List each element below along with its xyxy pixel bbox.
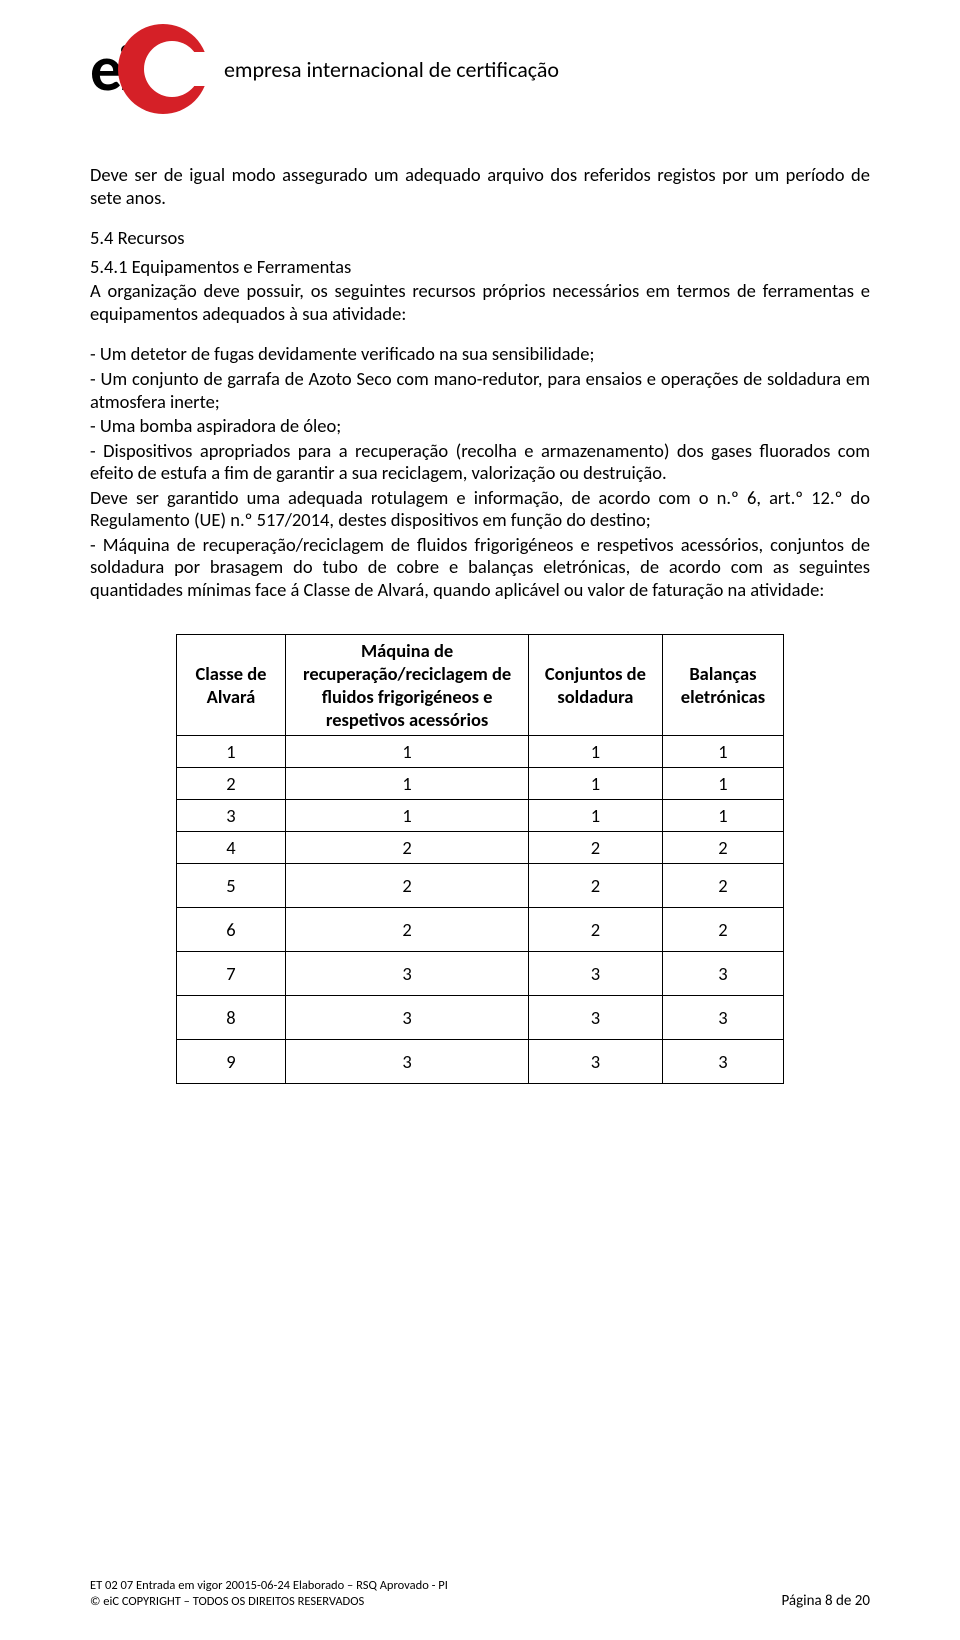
table-cell: 3 xyxy=(286,951,529,995)
table-cell: 2 xyxy=(286,907,529,951)
table-cell: 1 xyxy=(662,799,783,831)
paragraph: A organização deve possuir, os seguintes… xyxy=(90,280,870,325)
table-cell: 2 xyxy=(529,831,663,863)
table-cell: 3 xyxy=(529,951,663,995)
list-item: - Um conjunto de garrafa de Azoto Seco c… xyxy=(90,368,870,413)
table-cell: 2 xyxy=(662,863,783,907)
table-cell: 3 xyxy=(286,995,529,1039)
table-row: 4222 xyxy=(176,831,783,863)
table-header: Classe de Alvará xyxy=(176,634,285,735)
table-cell: 2 xyxy=(286,863,529,907)
logo-c-icon xyxy=(118,24,208,114)
logo-company-text: empresa internacional de certificação xyxy=(224,56,559,83)
table-cell: 1 xyxy=(662,767,783,799)
page-number: Página 8 de 20 xyxy=(781,1592,870,1610)
list-item: - Uma bomba aspiradora de óleo; xyxy=(90,415,870,438)
table-cell: 4 xyxy=(176,831,285,863)
list-item: - Máquina de recuperação/reciclagem de f… xyxy=(90,534,870,602)
table-cell: 2 xyxy=(662,907,783,951)
footer-line: © eiC COPYRIGHT – TODOS OS DIREITOS RESE… xyxy=(90,1594,448,1610)
table-cell: 3 xyxy=(662,1039,783,1083)
footer: ET 02 07 Entrada em vigor 20015-06-24 El… xyxy=(90,1578,448,1611)
table-row: 3111 xyxy=(176,799,783,831)
table-cell: 2 xyxy=(662,831,783,863)
table-cell: 1 xyxy=(176,735,285,767)
section-heading: 5.4 Recursos xyxy=(90,227,870,250)
table-cell: 5 xyxy=(176,863,285,907)
table-header: Balanças eletrónicas xyxy=(662,634,783,735)
table-cell: 1 xyxy=(662,735,783,767)
table-cell: 1 xyxy=(529,799,663,831)
table-cell: 2 xyxy=(176,767,285,799)
table-row: 6222 xyxy=(176,907,783,951)
table-cell: 3 xyxy=(176,799,285,831)
table-cell: 1 xyxy=(529,767,663,799)
table-row: 8333 xyxy=(176,995,783,1039)
table-row: 1111 xyxy=(176,735,783,767)
table-row: 7333 xyxy=(176,951,783,995)
table-cell: 1 xyxy=(286,799,529,831)
table-row: 5222 xyxy=(176,863,783,907)
table-cell: 6 xyxy=(176,907,285,951)
page: ei empresa internacional de certificação… xyxy=(0,0,960,1640)
table-cell: 3 xyxy=(286,1039,529,1083)
table-cell: 2 xyxy=(529,907,663,951)
table-cell: 9 xyxy=(176,1039,285,1083)
table-cell: 3 xyxy=(662,995,783,1039)
section-subheading: 5.4.1 Equipamentos e Ferramentas xyxy=(90,256,870,279)
table-row: 9333 xyxy=(176,1039,783,1083)
logo: ei empresa internacional de certificação xyxy=(90,24,870,114)
list-item: - Dispositivos apropriados para a recupe… xyxy=(90,440,870,485)
table-cell: 1 xyxy=(286,735,529,767)
table-cell: 2 xyxy=(286,831,529,863)
table-cell: 3 xyxy=(529,995,663,1039)
table-header: Conjuntos de soldadura xyxy=(529,634,663,735)
table-header: Máquina de recuperação/reciclagem de flu… xyxy=(286,634,529,735)
table-cell: 7 xyxy=(176,951,285,995)
list-item: - Um detetor de fugas devidamente verifi… xyxy=(90,343,870,366)
table-cell: 1 xyxy=(529,735,663,767)
document-body: Deve ser de igual modo assegurado um ade… xyxy=(90,164,870,602)
paragraph: Deve ser garantido uma adequada rotulage… xyxy=(90,487,870,532)
table-cell: 1 xyxy=(286,767,529,799)
paragraph: Deve ser de igual modo assegurado um ade… xyxy=(90,164,870,209)
footer-line: ET 02 07 Entrada em vigor 20015-06-24 El… xyxy=(90,1578,448,1594)
table-cell: 8 xyxy=(176,995,285,1039)
table-cell: 3 xyxy=(529,1039,663,1083)
table-cell: 3 xyxy=(662,951,783,995)
table-cell: 2 xyxy=(529,863,663,907)
equipment-table: Classe de Alvará Máquina de recuperação/… xyxy=(176,634,784,1084)
table-row: 2111 xyxy=(176,767,783,799)
